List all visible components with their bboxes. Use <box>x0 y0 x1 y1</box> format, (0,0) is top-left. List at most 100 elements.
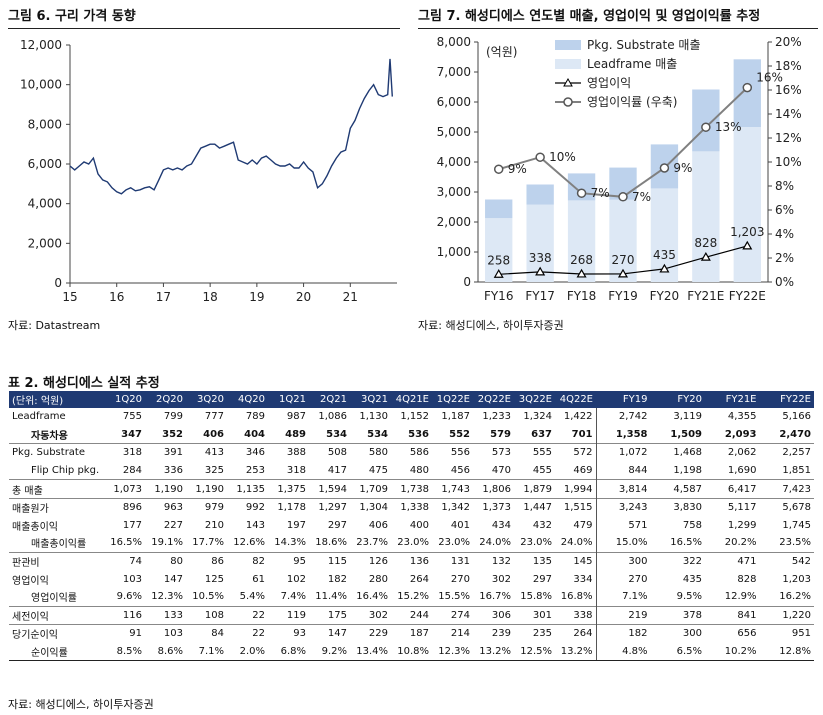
x-tick-label: 19 <box>249 290 264 304</box>
row-label: 세전이익 <box>9 605 104 625</box>
table-cell: 1,709 <box>350 479 391 499</box>
table-cell: 322 <box>650 551 705 571</box>
table-cell: 334 <box>573 573 593 585</box>
table-cell: 1,806 <box>473 479 514 499</box>
x-tick-label: 17 <box>156 290 171 304</box>
table-cell: 235 <box>514 624 555 643</box>
y2-tick-label: 14% <box>775 107 802 121</box>
op-profit-label: 435 <box>653 248 676 262</box>
row-label: 매출원가 <box>9 497 104 517</box>
y-tick-label: 5,000 <box>437 125 471 139</box>
op-margin-label: 16% <box>756 71 783 85</box>
y-tick-label: 2,000 <box>437 215 471 229</box>
header-period: FY19 <box>596 391 651 408</box>
table-cell: 5,166 <box>782 411 811 423</box>
table-cell: 187 <box>391 624 432 643</box>
y2-tick-label: 12% <box>775 131 802 145</box>
table-cell: 300 <box>595 551 651 571</box>
table-cell: 388 <box>268 443 309 462</box>
table-cell: 5.4% <box>239 591 265 603</box>
header-period: 3Q20 <box>186 391 227 408</box>
table-cell: 18.6% <box>315 537 347 549</box>
table-cell: 136 <box>391 551 432 571</box>
table-cell: 8.6% <box>145 642 186 662</box>
table-cell: 1,304 <box>350 497 391 517</box>
op-profit-point <box>742 240 753 250</box>
unit-label: (억원) <box>486 45 517 59</box>
table2-title: 표 2. 해성디에스 실적 추정 <box>8 376 160 391</box>
table-cell: 318 <box>104 443 145 462</box>
table-cell: 701 <box>571 428 593 440</box>
header-period: 4Q20 <box>227 391 268 408</box>
table-cell: 406 <box>203 428 224 440</box>
y-tick-label: 2,000 <box>28 236 62 250</box>
table-cell: 1,072 <box>595 443 651 462</box>
header-period: 4Q22E <box>555 391 596 408</box>
op-profit-label: 258 <box>487 253 510 267</box>
table-cell: 391 <box>145 443 186 462</box>
revenue-profit-chart: 0 1,000 2,000 3,000 4,000 5,000 6,000 7,000 8,00… <box>437 35 802 303</box>
table-cell: 3,830 <box>650 497 705 517</box>
op-profit-label: 268 <box>570 253 593 267</box>
y2-tick-label: 16% <box>775 83 802 97</box>
table-cell: 404 <box>244 428 265 440</box>
table-cell: 1,690 <box>727 465 757 477</box>
table-cell: 12.9% <box>724 591 757 603</box>
op-margin-label: 13% <box>715 120 742 134</box>
table-cell: 1,594 <box>309 479 350 499</box>
table-cell: 844 <box>595 461 651 480</box>
x-tick-label: 18 <box>203 290 218 304</box>
table-row: 영업이익 103 147 125 61 102 182 280 264 270 302 297 334 2… <box>9 570 814 588</box>
table-cell: 435 <box>682 573 702 585</box>
table-cell: 828 <box>737 573 757 585</box>
header-period: 2Q21 <box>309 391 350 408</box>
y-tick-label: 4,000 <box>28 197 62 211</box>
table-cell: 23.5% <box>779 537 811 549</box>
table-cell: 469 <box>573 465 593 477</box>
table-cell: 1,994 <box>555 479 596 499</box>
row-label: 매출총이익 <box>12 521 58 533</box>
y2-tick-label: 4% <box>775 227 794 241</box>
fig6-title: 그림 6. 구리 가격 동향 <box>8 9 136 24</box>
table-cell: 13.2% <box>473 642 514 662</box>
op-margin-point <box>618 192 628 202</box>
table-cell: 336 <box>163 465 183 477</box>
table-cell: 1,515 <box>555 497 596 517</box>
table-cell: 571 <box>595 516 651 535</box>
table-cell: 1,743 <box>432 479 473 499</box>
table-cell: 5,117 <box>705 497 760 517</box>
table-cell: 434 <box>491 519 511 531</box>
y-tick-label: 12,000 <box>20 38 62 52</box>
table-cell: 13.4% <box>350 642 391 662</box>
table-cell: 16.4% <box>356 591 388 603</box>
fig7-title-rule <box>418 28 818 29</box>
y-tick-label: 3,000 <box>437 185 471 199</box>
table-cell: 229 <box>350 624 391 643</box>
op-margin-point <box>493 164 504 174</box>
table-cell: 302 <box>491 573 511 585</box>
table-cell: 4,587 <box>650 479 705 499</box>
table-cell: 318 <box>286 465 306 477</box>
table-cell: 15.2% <box>397 591 429 603</box>
table-cell: 2.0% <box>227 642 268 662</box>
table-cell: 456 <box>450 465 470 477</box>
table-cell: 1,447 <box>514 497 555 517</box>
fig6-source: 자료: Datastream <box>8 319 101 332</box>
row-label: 총 매출 <box>9 479 104 499</box>
table-cell: 10.2% <box>705 642 760 662</box>
table-cell: 401 <box>450 519 470 531</box>
table-row: 순이익률 8.5% 8.6% 7.1% 2.0% 6.8% 9.2% 13.4% 10.8% 12… <box>9 642 814 662</box>
table-cell: 131 <box>432 551 473 571</box>
table-cell: 116 <box>104 605 145 625</box>
legend-swatch-marker <box>563 77 573 87</box>
table-cell: 1,299 <box>727 519 757 531</box>
table-cell: 1,879 <box>514 479 555 499</box>
header-period: FY20 <box>650 391 705 408</box>
leadframe-bar <box>609 199 637 282</box>
legend-label: 영업이익 <box>587 76 631 90</box>
table-cell: 264 <box>409 573 429 585</box>
table-cell: 400 <box>409 519 429 531</box>
y-tick-label: 10,000 <box>20 78 62 92</box>
table-cell: 102 <box>286 573 306 585</box>
table-cell: 306 <box>473 605 514 625</box>
